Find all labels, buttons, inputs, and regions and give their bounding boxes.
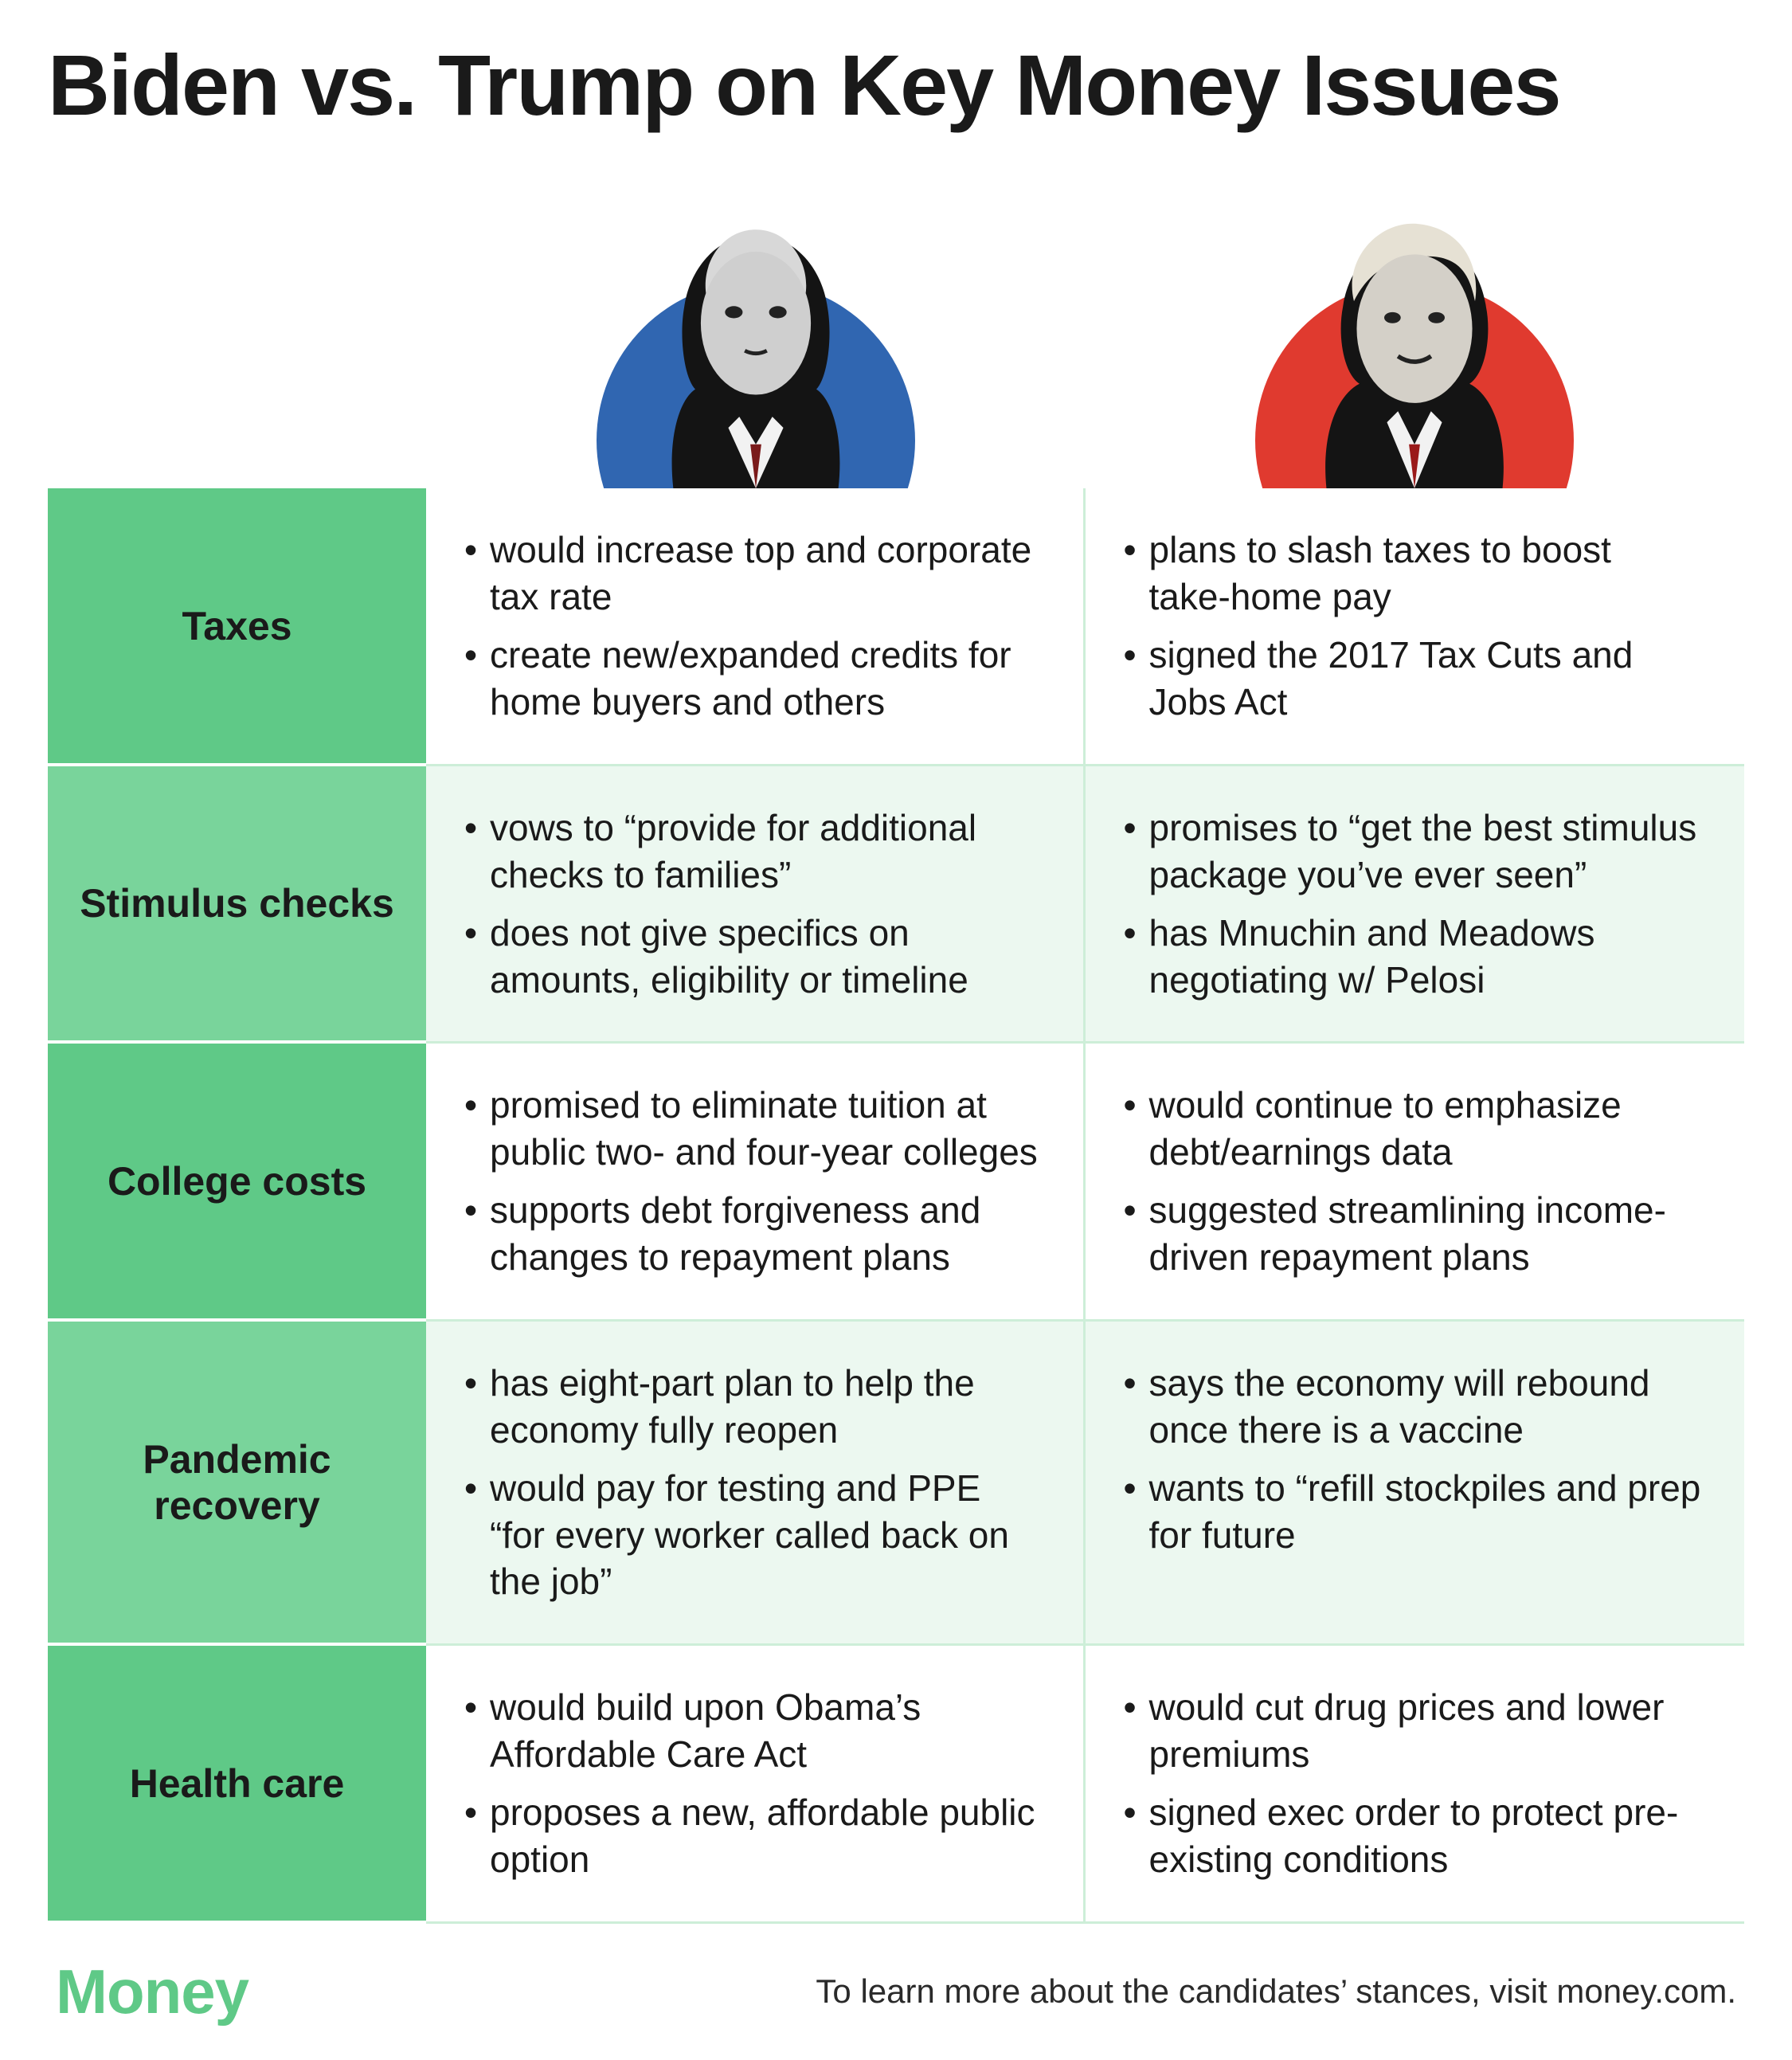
issue-label: Taxes bbox=[48, 488, 426, 766]
list-item: would pay for testing and PPE “for every… bbox=[461, 1465, 1040, 1606]
biden-head-icon bbox=[612, 186, 899, 488]
trump-head-icon bbox=[1271, 186, 1558, 488]
list-item: has eight-part plan to help the economy … bbox=[461, 1360, 1040, 1454]
trump-cell: promises to “get the best stimulus packa… bbox=[1086, 766, 1745, 1044]
table-row: College costs promised to eliminate tuiti… bbox=[48, 1044, 1744, 1322]
list-item: has Mnuchin and Meadows negotiating w/ P… bbox=[1121, 910, 1702, 1004]
list-item: promises to “get the best stimulus packa… bbox=[1121, 805, 1702, 899]
list-item: create new/expanded credits for home buy… bbox=[461, 632, 1040, 726]
issue-label: Pandemic recovery bbox=[48, 1322, 426, 1646]
page-title: Biden vs. Trump on Key Money Issues bbox=[48, 40, 1744, 130]
biden-cell: vows to “provide for additional checks t… bbox=[426, 766, 1086, 1044]
footer: Money To learn more about the candidates… bbox=[48, 1956, 1744, 2028]
issue-label: Health care bbox=[48, 1646, 426, 1924]
biden-cell: would increase top and corporate tax rat… bbox=[426, 488, 1086, 766]
issue-label: College costs bbox=[48, 1044, 426, 1322]
trump-cell: would continue to emphasize debt/earning… bbox=[1086, 1044, 1745, 1322]
trump-cell: says the economy will rebound once there… bbox=[1086, 1322, 1745, 1646]
list-item: would continue to emphasize debt/earning… bbox=[1121, 1082, 1702, 1176]
list-item: would increase top and corporate tax rat… bbox=[461, 527, 1040, 621]
issue-label: Stimulus checks bbox=[48, 766, 426, 1044]
list-item: says the economy will rebound once there… bbox=[1121, 1360, 1702, 1454]
biden-portrait-cell bbox=[426, 154, 1086, 488]
trump-cell: plans to slash taxes to boost take-home … bbox=[1086, 488, 1745, 766]
comparison-table: Taxes would increase top and corporate ta… bbox=[48, 488, 1744, 1923]
money-logo: Money bbox=[56, 1956, 248, 2028]
biden-cell: promised to eliminate tuition at public … bbox=[426, 1044, 1086, 1322]
list-item: does not give specifics on amounts, elig… bbox=[461, 910, 1040, 1004]
list-item: would cut drug prices and lower premiums bbox=[1121, 1684, 1702, 1778]
table-row: Health care would build upon Obama’s Affo… bbox=[48, 1646, 1744, 1924]
table-row: Pandemic recovery has eight-part plan to … bbox=[48, 1322, 1744, 1646]
biden-cell: would build upon Obama’s Affordable Care… bbox=[426, 1646, 1086, 1924]
list-item: supports debt forgiveness and changes to… bbox=[461, 1187, 1040, 1281]
list-item: signed exec order to protect pre-existin… bbox=[1121, 1789, 1702, 1883]
list-item: plans to slash taxes to boost take-home … bbox=[1121, 527, 1702, 621]
list-item: vows to “provide for additional checks t… bbox=[461, 805, 1040, 899]
footnote: To learn more about the candidates’ stan… bbox=[816, 1972, 1736, 2011]
trump-cell: would cut drug prices and lower premiums… bbox=[1086, 1646, 1745, 1924]
biden-cell: has eight-part plan to help the economy … bbox=[426, 1322, 1086, 1646]
list-item: proposes a new, affordable public option bbox=[461, 1789, 1040, 1883]
trump-portrait-cell bbox=[1086, 154, 1745, 488]
list-item: suggested streamlining income-driven rep… bbox=[1121, 1187, 1702, 1281]
list-item: wants to “refill stockpiles and prep for… bbox=[1121, 1465, 1702, 1559]
candidate-header bbox=[48, 154, 1744, 488]
list-item: would build upon Obama’s Affordable Care… bbox=[461, 1684, 1040, 1778]
table-row: Taxes would increase top and corporate ta… bbox=[48, 488, 1744, 766]
table-row: Stimulus checks vows to “provide for addi… bbox=[48, 766, 1744, 1044]
list-item: signed the 2017 Tax Cuts and Jobs Act bbox=[1121, 632, 1702, 726]
list-item: promised to eliminate tuition at public … bbox=[461, 1082, 1040, 1176]
